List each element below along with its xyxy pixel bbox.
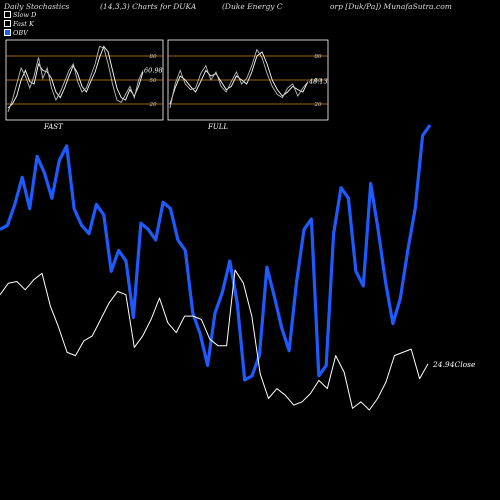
stoch-series-fast-k xyxy=(7,45,144,113)
stoch-y-tick-80: 80 xyxy=(150,54,157,60)
legend-slow-d: Slow D xyxy=(4,11,36,19)
stoch-y-tick-80: 80 xyxy=(315,54,322,60)
close-value-label: 24.94Close xyxy=(432,360,476,369)
stoch-panel-label-fast: FAST xyxy=(43,123,64,131)
legend-swatch-obv xyxy=(4,29,11,36)
obv-line xyxy=(0,124,432,382)
company-name-part2: orp [Duk/Pa]) MunafaSutra.com xyxy=(330,2,452,11)
stoch-y-tick-20: 20 xyxy=(314,102,322,108)
stoch-y-tick-50: 50 xyxy=(150,78,157,84)
chart-title: Daily Stochastics xyxy=(4,2,70,11)
legend-swatch-slow-d xyxy=(4,11,11,18)
legend-label-obv: OBV xyxy=(13,29,28,37)
stoch-y-tick-20: 20 xyxy=(149,102,157,108)
legend-swatch-fast-k xyxy=(4,20,11,27)
chart-params: (14,3,3) Charts for DUKA xyxy=(100,2,197,11)
stoch-series-slow-d xyxy=(7,45,144,109)
stoch-y-tick-50: 50 xyxy=(315,78,322,84)
close-price-line xyxy=(0,269,429,411)
company-name-part1: (Duke Energy C xyxy=(222,2,283,11)
stoch-series-fast-k xyxy=(169,48,309,109)
legend-fast-k: Fast K xyxy=(4,20,34,28)
legend-label-fast-k: Fast K xyxy=(13,20,34,28)
legend-label-slow-d: Slow D xyxy=(13,11,37,19)
stoch-value-label: 48.13 xyxy=(308,78,328,86)
stoch-value-label: 60.98 xyxy=(144,66,163,74)
legend-obv: OBV xyxy=(4,29,28,37)
stoch-panel-label-full: FULL xyxy=(207,123,228,131)
